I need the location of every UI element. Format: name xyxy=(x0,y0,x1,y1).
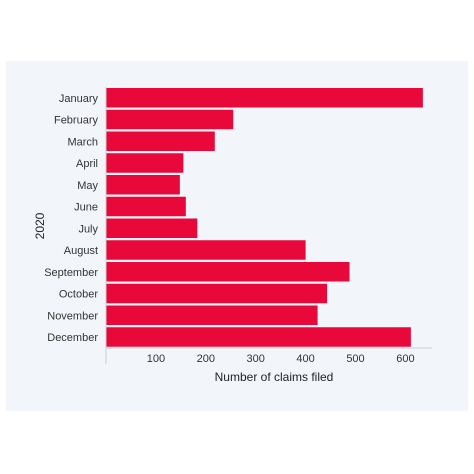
y-tick-label-december: December xyxy=(47,332,98,344)
x-tick-label-300: 300 xyxy=(247,353,265,365)
x-tick-labels: 100 200 300 400 500 600 xyxy=(147,353,415,365)
bar-october xyxy=(106,283,328,304)
bars-group xyxy=(106,88,423,347)
bar-february xyxy=(106,109,234,130)
chart-panel-background xyxy=(6,61,468,411)
x-tick-label-500: 500 xyxy=(346,353,364,365)
x-tick-label-100: 100 xyxy=(147,353,165,365)
bar-may xyxy=(106,175,180,195)
bar-march xyxy=(106,131,215,151)
x-tick-label-200: 200 xyxy=(197,353,215,365)
y-tick-label-may: May xyxy=(77,180,98,192)
bar-july xyxy=(106,218,198,238)
bar-january xyxy=(106,88,423,108)
y-tick-label-february: February xyxy=(54,115,99,127)
bar-june xyxy=(106,196,186,217)
y-tick-label-january: January xyxy=(59,93,99,105)
bar-august xyxy=(106,240,306,260)
y-axis-title: 2020 xyxy=(33,212,47,239)
y-tick-label-september: September xyxy=(44,267,98,279)
bar-april xyxy=(106,153,184,173)
x-tick-label-600: 600 xyxy=(396,353,414,365)
bar-december xyxy=(106,327,411,347)
y-tick-labels: January February March April May June July Augu… xyxy=(44,93,98,344)
y-tick-label-november: November xyxy=(47,310,98,322)
y-tick-label-june: June xyxy=(74,202,98,214)
y-tick-label-july: July xyxy=(78,223,98,235)
bar-november xyxy=(106,305,318,325)
y-tick-label-august: August xyxy=(64,245,98,257)
y-tick-label-april: April xyxy=(76,158,98,170)
x-axis-title: Number of claims filed xyxy=(215,370,334,384)
bar-september xyxy=(106,262,350,282)
x-tick-label-400: 400 xyxy=(296,353,314,365)
y-tick-label-march: March xyxy=(67,136,98,148)
y-tick-label-october: October xyxy=(59,289,98,301)
